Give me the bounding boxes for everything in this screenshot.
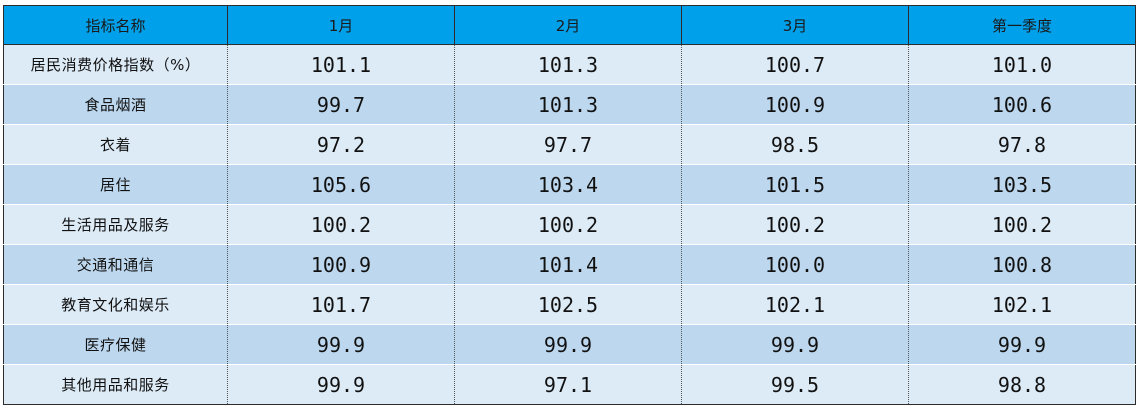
header-row: 指标名称 1月 2月 3月 第一季度 [3, 5, 1136, 45]
cell-value: 98.5 [681, 124, 909, 165]
row-label: 衣着 [3, 124, 228, 165]
table-row: 交通和通信 100.9 101.4 100.0 100.8 [3, 244, 1136, 285]
cell-value: 100.2 [681, 204, 909, 245]
cell-value: 99.9 [227, 364, 455, 405]
row-label: 交通和通信 [3, 244, 228, 285]
cell-value: 102.5 [454, 284, 682, 325]
header-january: 1月 [227, 5, 455, 45]
cell-value: 99.9 [908, 324, 1136, 365]
cell-value: 99.5 [681, 364, 909, 405]
cell-value: 99.9 [454, 324, 682, 365]
cell-value: 103.4 [454, 164, 682, 205]
cell-value: 101.1 [227, 44, 455, 85]
cell-value: 101.4 [454, 244, 682, 285]
cell-value: 100.0 [681, 244, 909, 285]
table-row: 居住 105.6 103.4 101.5 103.5 [3, 164, 1136, 205]
cell-value: 103.5 [908, 164, 1136, 205]
table-row: 医疗保健 99.9 99.9 99.9 99.9 [3, 324, 1136, 365]
row-label: 居民消费价格指数（%） [3, 44, 228, 85]
cell-value: 97.8 [908, 124, 1136, 165]
cell-value: 100.2 [227, 204, 455, 245]
table-row: 其他用品和服务 99.9 97.1 99.5 98.8 [3, 364, 1136, 405]
row-label: 教育文化和娱乐 [3, 284, 228, 325]
table-row: 食品烟酒 99.7 101.3 100.9 100.6 [3, 84, 1136, 125]
row-label: 居住 [3, 164, 228, 205]
cell-value: 101.3 [454, 44, 682, 85]
row-label: 其他用品和服务 [3, 364, 228, 405]
cell-value: 100.7 [681, 44, 909, 85]
table-row: 衣着 97.2 97.7 98.5 97.8 [3, 124, 1136, 165]
header-first-quarter: 第一季度 [908, 5, 1136, 45]
cell-value: 100.2 [908, 204, 1136, 245]
cell-value: 101.3 [454, 84, 682, 125]
cpi-table: 指标名称 1月 2月 3月 第一季度 居民消费价格指数（%） 101.1 101… [3, 5, 1136, 405]
header-march: 3月 [681, 5, 909, 45]
cell-value: 99.9 [227, 324, 455, 365]
cell-value: 99.7 [227, 84, 455, 125]
cell-value: 101.0 [908, 44, 1136, 85]
cpi-table-container: 指标名称 1月 2月 3月 第一季度 居民消费价格指数（%） 101.1 101… [3, 5, 1136, 405]
cell-value: 100.8 [908, 244, 1136, 285]
cell-value: 100.9 [227, 244, 455, 285]
header-indicator-name: 指标名称 [3, 5, 228, 45]
table-row: 教育文化和娱乐 101.7 102.5 102.1 102.1 [3, 284, 1136, 325]
cell-value: 99.9 [681, 324, 909, 365]
table-row: 居民消费价格指数（%） 101.1 101.3 100.7 101.0 [3, 44, 1136, 85]
cell-value: 100.2 [454, 204, 682, 245]
row-label: 食品烟酒 [3, 84, 228, 125]
cell-value: 100.9 [681, 84, 909, 125]
cell-value: 105.6 [227, 164, 455, 205]
cell-value: 101.7 [227, 284, 455, 325]
cell-value: 101.5 [681, 164, 909, 205]
cell-value: 97.7 [454, 124, 682, 165]
header-february: 2月 [454, 5, 682, 45]
cell-value: 98.8 [908, 364, 1136, 405]
cell-value: 102.1 [681, 284, 909, 325]
cell-value: 102.1 [908, 284, 1136, 325]
row-label: 医疗保健 [3, 324, 228, 365]
cell-value: 97.1 [454, 364, 682, 405]
row-label: 生活用品及服务 [3, 204, 228, 245]
cell-value: 97.2 [227, 124, 455, 165]
cell-value: 100.6 [908, 84, 1136, 125]
table-row: 生活用品及服务 100.2 100.2 100.2 100.2 [3, 204, 1136, 245]
